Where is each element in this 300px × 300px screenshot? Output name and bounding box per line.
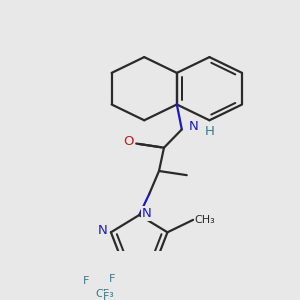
Text: N: N	[189, 120, 199, 133]
Text: N: N	[98, 224, 108, 237]
Text: CH₃: CH₃	[195, 215, 215, 225]
Text: F: F	[103, 292, 110, 300]
Text: F: F	[83, 276, 90, 286]
Text: F: F	[109, 274, 116, 284]
Text: CF₃: CF₃	[95, 289, 114, 299]
Text: H: H	[205, 124, 214, 138]
Text: N: N	[142, 207, 152, 220]
Text: O: O	[123, 135, 134, 148]
